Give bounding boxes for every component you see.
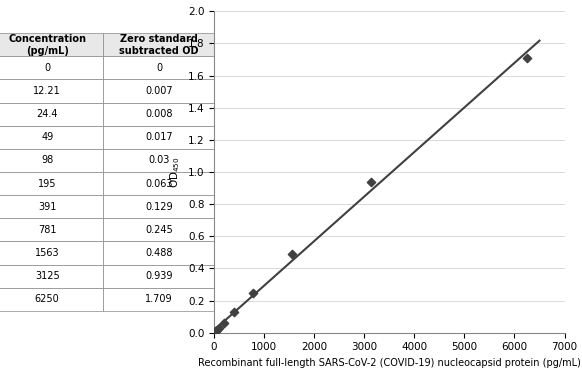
Point (212, 327, 221, 333)
Point (366, 179, 375, 185)
Point (229, 309, 239, 315)
Point (210, 330, 219, 336)
Point (211, 328, 220, 335)
Point (210, 328, 219, 335)
Point (288, 251, 297, 257)
Point (219, 319, 229, 325)
Point (522, 55, 531, 61)
X-axis label: Recombinant full-length SARS-CoV-2 (COVID-19) nucleocapsid protein (pg/mL): Recombinant full-length SARS-CoV-2 (COVI… (198, 358, 581, 368)
Point (249, 290, 258, 296)
Y-axis label: OD$_{450}$: OD$_{450}$ (168, 156, 182, 188)
Point (214, 325, 223, 331)
